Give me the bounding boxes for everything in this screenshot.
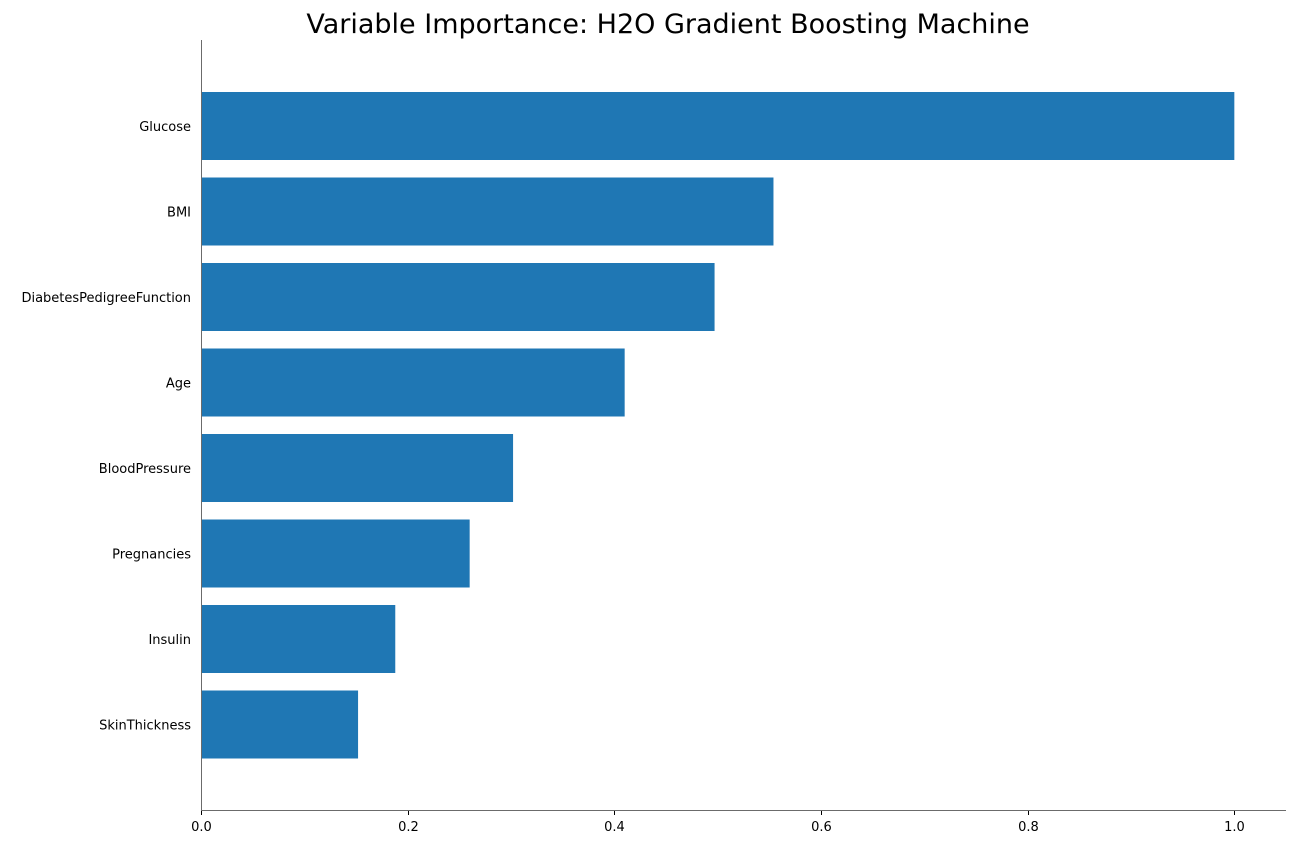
y-tick-label: BMI	[167, 206, 191, 221]
bar-insulin	[202, 605, 396, 673]
y-tick-label: SkinThickness	[99, 719, 191, 734]
y-tick-label: Insulin	[148, 633, 191, 648]
bar-diabetespedigreefunction	[202, 263, 715, 331]
y-tick-label: BloodPressure	[99, 462, 191, 477]
y-axis-tick-labels: Glucose BMI DiabetesPedigreeFunction Age Blo…	[21, 120, 191, 734]
x-tick-label: 1.0	[1224, 820, 1245, 835]
bar-bmi	[202, 177, 774, 246]
y-tick-label: Age	[166, 377, 191, 392]
bars-layer	[202, 92, 1235, 759]
bar-skinthickness	[202, 690, 359, 759]
y-tick-label: DiabetesPedigreeFunction	[21, 291, 191, 306]
x-tick-label: 0.6	[811, 820, 832, 835]
bar-glucose	[202, 92, 1235, 160]
x-tick-label: 0.4	[604, 820, 625, 835]
x-tick-label: 0.2	[398, 820, 419, 835]
y-tick-label: Glucose	[139, 120, 191, 135]
x-axis-ticks: 0.0 0.2 0.4 0.6 0.8 1.0	[191, 810, 1245, 835]
x-tick-label: 0.0	[191, 820, 212, 835]
bar-bloodpressure	[202, 434, 514, 502]
bar-age	[202, 348, 625, 417]
y-tick-label: Pregnancies	[112, 548, 191, 563]
bar-pregnancies	[202, 519, 470, 588]
chart-title: Variable Importance: H2O Gradient Boosti…	[306, 9, 1029, 40]
x-tick-label: 0.8	[1018, 820, 1039, 835]
